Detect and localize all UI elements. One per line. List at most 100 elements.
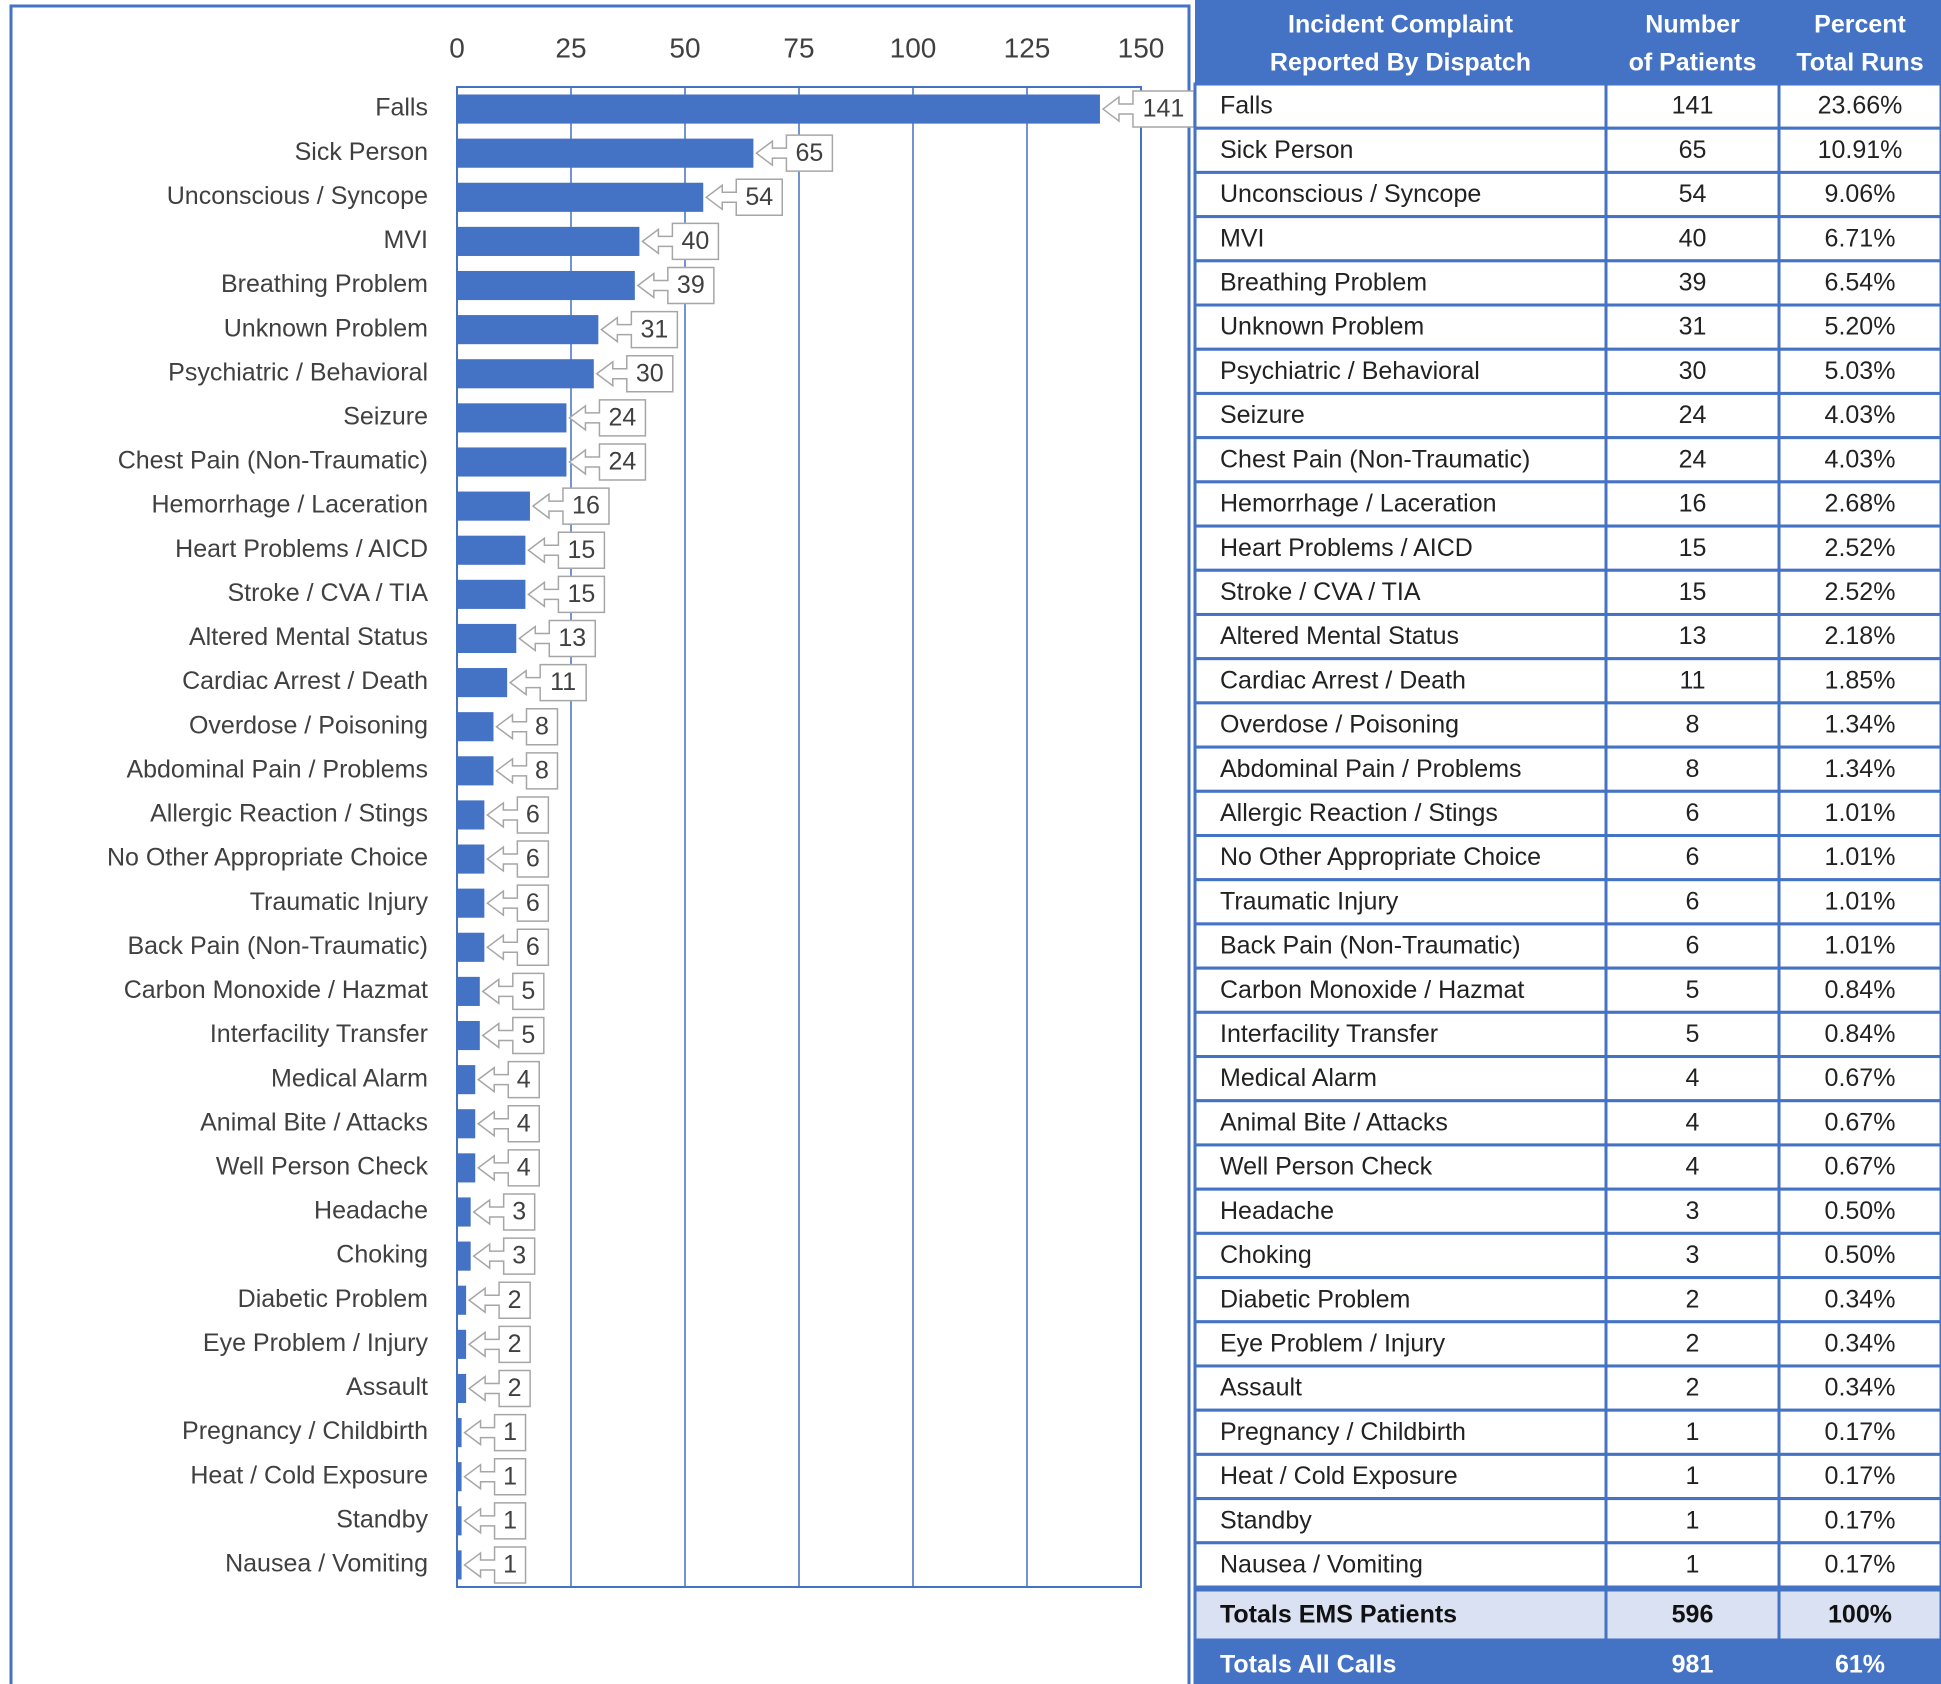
y-tick-label: Abdominal Pain / Problems — [126, 755, 428, 783]
data-label: 4 — [517, 1065, 531, 1093]
table-cell: 981 — [1672, 1651, 1714, 1679]
y-tick-label: Interfacility Transfer — [210, 1020, 428, 1048]
y-tick-label: Unknown Problem — [224, 314, 428, 342]
data-label: 6 — [526, 889, 540, 917]
table-cell: Standby — [1220, 1506, 1312, 1534]
bar — [457, 139, 753, 168]
table-cell: 0.67% — [1825, 1153, 1896, 1181]
y-tick-label: Carbon Monoxide / Hazmat — [124, 976, 428, 1004]
y-tick-label: Psychiatric / Behavioral — [168, 358, 428, 386]
table-cell: 0.50% — [1825, 1197, 1896, 1225]
table-cell: Nausea / Vomiting — [1220, 1551, 1423, 1579]
table-cell: Carbon Monoxide / Hazmat — [1220, 976, 1524, 1004]
y-tick-label: Choking — [336, 1241, 428, 1269]
table-cell: MVI — [1220, 224, 1264, 252]
y-tick-label: Allergic Reaction / Stings — [150, 800, 428, 828]
table-header: of Patients — [1629, 49, 1757, 77]
data-label: 54 — [745, 183, 773, 211]
table-cell: 4.03% — [1825, 445, 1896, 473]
table-cell: Cardiac Arrest / Death — [1220, 666, 1466, 694]
y-tick-label: Unconscious / Syncope — [167, 182, 428, 210]
y-tick-label: Falls — [375, 94, 428, 122]
table-cell: 1.34% — [1825, 711, 1896, 739]
y-tick-label: Overdose / Poisoning — [189, 711, 428, 739]
data-label: 16 — [572, 492, 600, 520]
x-tick-label: 25 — [555, 32, 586, 63]
data-label: 8 — [535, 712, 549, 740]
bar — [457, 536, 525, 565]
y-tick-label: Assault — [346, 1373, 428, 1401]
table-cell: 0.84% — [1825, 1020, 1896, 1048]
table-cell: 0.34% — [1825, 1329, 1896, 1357]
table-cell: 6 — [1686, 843, 1700, 871]
data-label: 4 — [517, 1153, 531, 1181]
table-cell: 10.91% — [1818, 136, 1903, 164]
y-tick-label: Animal Bite / Attacks — [200, 1108, 428, 1136]
y-tick-label: No Other Appropriate Choice — [107, 844, 428, 872]
table-cell: Diabetic Problem — [1220, 1285, 1410, 1313]
table-cell: 2 — [1686, 1285, 1700, 1313]
table-cell: 39 — [1679, 269, 1707, 297]
table-cell: 1.85% — [1825, 666, 1896, 694]
table-cell: Totals EMS Patients — [1220, 1601, 1457, 1629]
table-cell: 13 — [1679, 622, 1707, 650]
bar — [457, 227, 639, 256]
table-cell: 5 — [1686, 976, 1700, 1004]
bar — [457, 1065, 475, 1094]
table-cell: 2 — [1686, 1374, 1700, 1402]
data-label: 3 — [512, 1242, 526, 1270]
table-cell: Allergic Reaction / Stings — [1220, 799, 1498, 827]
table-cell: Falls — [1220, 92, 1273, 120]
table-cell: Abdominal Pain / Problems — [1220, 755, 1522, 783]
table-cell: 141 — [1672, 92, 1714, 120]
bar — [457, 1550, 462, 1579]
data-label: 31 — [640, 315, 668, 343]
bar — [457, 1153, 475, 1182]
table-cell: No Other Appropriate Choice — [1220, 843, 1541, 871]
table-cell: 2.68% — [1825, 490, 1896, 518]
y-tick-label: Breathing Problem — [221, 270, 428, 298]
table-cell: Stroke / CVA / TIA — [1220, 578, 1421, 606]
bar — [457, 1197, 471, 1226]
bar — [457, 359, 594, 388]
y-tick-label: Diabetic Problem — [238, 1285, 428, 1313]
bar — [457, 712, 493, 741]
y-tick-label: Heat / Cold Exposure — [190, 1461, 428, 1489]
table-cell: Totals All Calls — [1220, 1651, 1396, 1679]
table-cell: 6.54% — [1825, 269, 1896, 297]
table-cell: 5.20% — [1825, 313, 1896, 341]
table-cell: Seizure — [1220, 401, 1305, 429]
table-cell: 24 — [1679, 445, 1707, 473]
table-cell: Sick Person — [1220, 136, 1353, 164]
data-label: 8 — [535, 756, 549, 784]
table-cell: 5.03% — [1825, 357, 1896, 385]
table-cell: 15 — [1679, 578, 1707, 606]
table-cell: Eye Problem / Injury — [1220, 1329, 1446, 1357]
table-cell: 1 — [1686, 1462, 1700, 1490]
table-header: Total Runs — [1796, 49, 1923, 77]
table-cell: Medical Alarm — [1220, 1064, 1377, 1092]
data-label: 30 — [636, 359, 664, 387]
x-tick-label: 150 — [1118, 32, 1165, 63]
table-cell: 4.03% — [1825, 401, 1896, 429]
table-cell: 0.17% — [1825, 1506, 1896, 1534]
table-cell: 1.01% — [1825, 843, 1896, 871]
table-cell: 30 — [1679, 357, 1707, 385]
table-cell: 15 — [1679, 534, 1707, 562]
table-cell: 6 — [1686, 799, 1700, 827]
table-cell: Chest Pain (Non-Traumatic) — [1220, 445, 1530, 473]
table-cell: 1.01% — [1825, 932, 1896, 960]
bar — [457, 756, 493, 785]
y-tick-label: Eye Problem / Injury — [203, 1329, 429, 1357]
table-cell: 0.84% — [1825, 976, 1896, 1004]
x-tick-label: 75 — [783, 32, 814, 63]
table-cell: 100% — [1828, 1601, 1892, 1629]
data-label: 3 — [512, 1198, 526, 1226]
data-label: 1 — [503, 1506, 517, 1534]
table-cell: Well Person Check — [1220, 1153, 1433, 1181]
table-cell: 1 — [1686, 1551, 1700, 1579]
y-tick-label: Sick Person — [295, 138, 428, 166]
bar — [457, 1286, 466, 1315]
bar — [457, 933, 484, 962]
table-cell: Headache — [1220, 1197, 1334, 1225]
